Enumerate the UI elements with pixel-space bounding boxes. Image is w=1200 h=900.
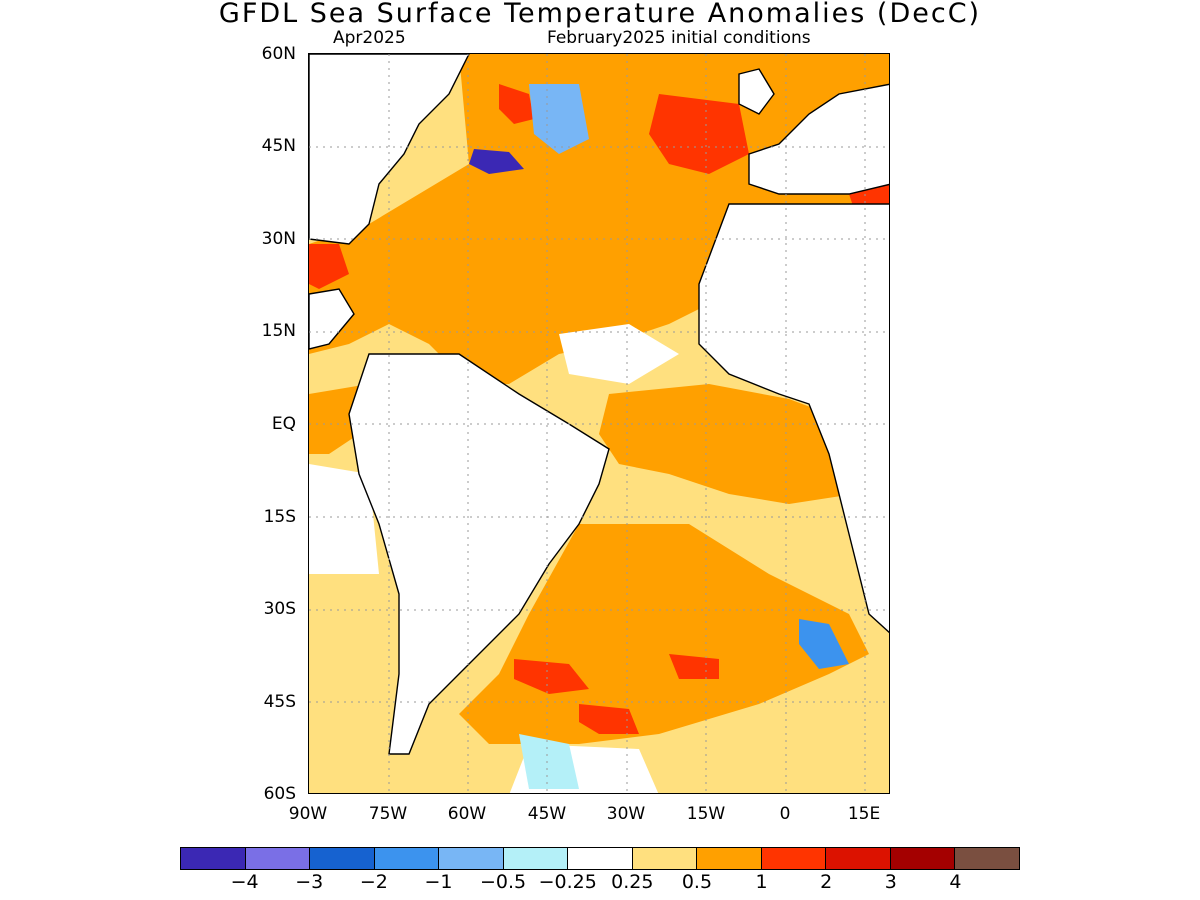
lat-label-15s: 15S <box>263 507 296 527</box>
map-title: GFDL Sea Surface Temperature Anomalies (… <box>218 0 982 29</box>
color-swatch-9 <box>761 848 827 869</box>
lat-label-30n: 30N <box>261 229 296 249</box>
land-africa <box>698 203 889 634</box>
anomaly-patch-north-central <box>649 94 749 174</box>
lon-label-15w: 15W <box>686 804 726 824</box>
lat-label-45s: 45S <box>263 692 296 712</box>
lon-label-45w: 45W <box>527 804 567 824</box>
color-swatch-12 <box>955 848 1019 869</box>
neutral-patch-tropical <box>559 324 679 384</box>
color-scale-label: 3 <box>884 871 897 893</box>
lat-label-15n: 15N <box>261 321 296 341</box>
lat-label-60s: 60S <box>263 784 296 804</box>
lat-label-30s: 30S <box>263 599 296 619</box>
color-scale-label: −1 <box>424 871 453 893</box>
graticule <box>309 54 889 793</box>
cool-patch-south <box>519 734 579 789</box>
sst-anomaly-map <box>308 53 890 794</box>
color-scale-label: −3 <box>295 871 324 893</box>
cool-patch-labrador <box>529 84 589 154</box>
anomaly-patch-south-3 <box>669 654 719 679</box>
neutral-patch-east-pacific <box>309 464 379 574</box>
color-swatch-8 <box>697 848 762 869</box>
color-swatch-7 <box>632 848 698 869</box>
color-swatch-1 <box>245 848 311 869</box>
color-scale-bar <box>180 847 1020 870</box>
color-swatch-0 <box>181 848 246 869</box>
color-scale-label: 2 <box>820 871 833 893</box>
initial-conditions-label: February2025 initial conditions <box>547 28 811 48</box>
color-scale-label: −0.25 <box>538 871 597 893</box>
color-scale-label: −0.5 <box>479 871 527 893</box>
lon-label-60w: 60W <box>447 804 487 824</box>
anomaly-patch-gulf <box>309 244 349 289</box>
forecast-month-label: Apr2025 <box>333 28 406 48</box>
anomaly-patch-south-1 <box>514 659 589 694</box>
color-scale-label: 0.5 <box>681 871 713 893</box>
lat-label-45n: 45N <box>261 136 296 156</box>
lat-label-60n: 60N <box>261 44 296 64</box>
color-swatch-11 <box>890 848 956 869</box>
anomaly-patch-south-2 <box>579 704 639 734</box>
color-scale-label: −2 <box>359 871 388 893</box>
lat-label-eq: EQ <box>271 414 296 434</box>
color-swatch-5 <box>503 848 569 869</box>
anomaly-region-tropical-atlantic <box>599 384 854 504</box>
color-swatch-10 <box>826 848 891 869</box>
color-swatch-2 <box>310 848 375 869</box>
color-scale-label: 1 <box>755 871 768 893</box>
color-scale-label: 0.25 <box>611 871 654 893</box>
land-north-america <box>309 54 470 245</box>
color-swatch-3 <box>374 848 440 869</box>
cool-patch-southeast <box>799 619 849 669</box>
land-british-isles <box>738 68 775 115</box>
lon-label-15e: 15E <box>847 804 881 824</box>
color-scale-label: −4 <box>230 871 259 893</box>
cool-patch-newfoundland <box>469 149 524 174</box>
color-swatch-6 <box>568 848 633 869</box>
lon-label-0: 0 <box>779 804 791 824</box>
anomaly-patch-labrador <box>499 84 534 124</box>
land-europe <box>748 83 889 195</box>
lon-label-75w: 75W <box>368 804 408 824</box>
lon-label-30w: 30W <box>606 804 646 824</box>
land-central-america <box>309 288 355 350</box>
color-scale-label: 4 <box>949 871 962 893</box>
color-swatch-4 <box>439 848 504 869</box>
lon-label-90w: 90W <box>288 804 328 824</box>
